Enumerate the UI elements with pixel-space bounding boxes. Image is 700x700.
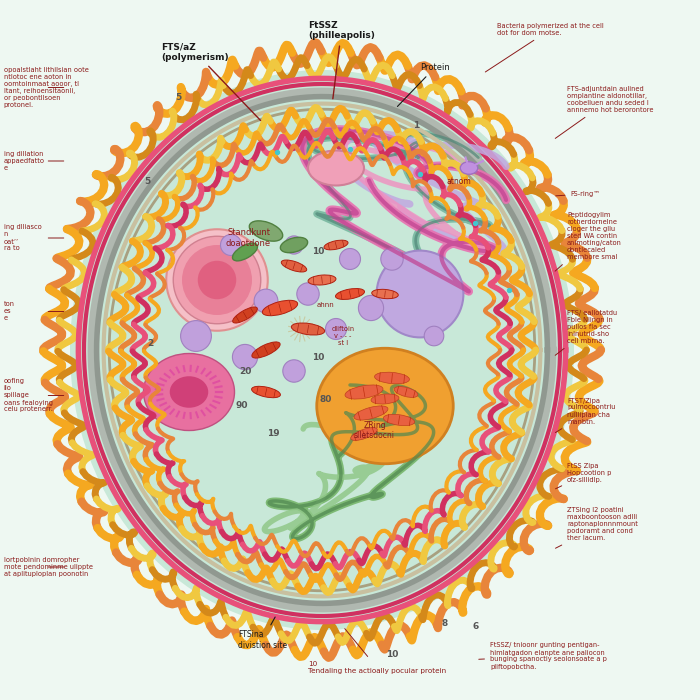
Text: ZRing
slletsdocni: ZRing slletsdocni: [354, 421, 395, 440]
Text: ing dillation
appaedfatto
e: ing dillation appaedfatto e: [4, 151, 45, 171]
Ellipse shape: [252, 342, 280, 358]
Ellipse shape: [262, 300, 298, 316]
Text: 20: 20: [239, 367, 251, 375]
Text: opoalstlaht lithilsian oote
ntlotoc ene aoton in
oomtoinmaat aooor, tl
ltant, re: opoalstlaht lithilsian oote ntlotoc ene …: [4, 67, 88, 108]
Text: 5: 5: [144, 178, 150, 186]
Text: FS-ring™: FS-ring™: [556, 191, 601, 197]
Point: [272, 147, 283, 158]
Ellipse shape: [281, 260, 307, 272]
Ellipse shape: [384, 414, 414, 426]
Ellipse shape: [70, 70, 574, 630]
Text: Standkunt
doaotdone: Standkunt doaotdone: [226, 228, 271, 248]
Circle shape: [285, 236, 303, 254]
Ellipse shape: [324, 240, 348, 250]
Text: FTS/aZ
(polymerism): FTS/aZ (polymerism): [161, 42, 260, 120]
Circle shape: [381, 248, 403, 270]
Circle shape: [283, 360, 305, 382]
Circle shape: [377, 251, 463, 337]
Ellipse shape: [351, 428, 377, 440]
Ellipse shape: [372, 289, 398, 299]
Point: [345, 144, 356, 155]
Ellipse shape: [167, 230, 267, 331]
Ellipse shape: [308, 150, 364, 186]
Circle shape: [340, 248, 360, 270]
Ellipse shape: [345, 385, 383, 399]
Ellipse shape: [374, 372, 409, 384]
Ellipse shape: [335, 288, 365, 300]
Circle shape: [297, 283, 319, 305]
Text: oofing
ilo
spillage
oans fealoying
celu protenerr.: oofing ilo spillage oans fealoying celu …: [4, 379, 52, 412]
Text: 80: 80: [319, 395, 332, 403]
Point: [470, 218, 481, 229]
Ellipse shape: [169, 377, 209, 407]
Text: 10
Tendaling the actioally pocular protein: 10 Tendaling the actioally pocular prote…: [308, 629, 446, 674]
Text: 19: 19: [267, 430, 279, 438]
Text: FtSSZ
(philleapolis): FtSSZ (philleapolis): [308, 21, 375, 99]
Ellipse shape: [155, 155, 489, 545]
Ellipse shape: [144, 354, 235, 430]
Point: [503, 284, 514, 295]
Ellipse shape: [354, 406, 388, 420]
Ellipse shape: [308, 275, 336, 285]
Circle shape: [181, 321, 211, 351]
Ellipse shape: [281, 237, 307, 253]
Text: 5: 5: [176, 94, 181, 102]
Text: Peptidogylim
rotherdornelne
cloger the gllu
sted WA contin
animoting/caton
dontl: Peptidogylim rotherdornelne cloger the g…: [555, 212, 622, 271]
Ellipse shape: [197, 261, 237, 300]
Ellipse shape: [249, 220, 283, 241]
Circle shape: [220, 234, 241, 255]
Circle shape: [232, 344, 258, 370]
Ellipse shape: [291, 323, 325, 335]
Ellipse shape: [232, 307, 258, 323]
Text: 10: 10: [312, 353, 325, 361]
Text: dliftoin
v - - -
st l: dliftoin v - - - st l: [331, 326, 355, 346]
Text: FTSina
divistion site: FTSina divistion site: [238, 617, 287, 650]
Text: 10: 10: [312, 248, 325, 256]
Text: FtSSZ/ tnioonr gunting pentigan-
himlatgadon elanpte ane paliocon
bunging spanoc: FtSSZ/ tnioonr gunting pentigan- himlatg…: [479, 643, 607, 669]
Text: FtSS Zipa
Hopcootion p
ofz-slllidlp.: FtSS Zipa Hopcootion p ofz-slllidlp.: [556, 463, 611, 489]
Text: 90: 90: [235, 402, 248, 410]
Text: 8: 8: [442, 619, 447, 627]
Text: 1: 1: [414, 122, 419, 130]
Ellipse shape: [394, 386, 418, 398]
Ellipse shape: [461, 162, 477, 174]
Ellipse shape: [371, 394, 399, 404]
Text: 6: 6: [473, 622, 479, 631]
Text: atnom: atnom: [446, 178, 471, 186]
Circle shape: [254, 289, 278, 313]
Circle shape: [326, 318, 346, 340]
Text: FTST/Zipa
pulmocoontriu
rulllipian cha
manbtn.: FTST/Zipa pulmocoontriu rulllipian cha m…: [555, 398, 615, 433]
Text: 10: 10: [386, 650, 398, 659]
Ellipse shape: [317, 349, 454, 463]
Text: Bacteria polymerized at the cell
dot for dom motse.: Bacteria polymerized at the cell dot for…: [485, 23, 603, 72]
Text: 2: 2: [148, 339, 153, 347]
Ellipse shape: [174, 237, 260, 323]
Text: ton
es
e: ton es e: [4, 302, 15, 321]
Point: [414, 168, 425, 179]
Text: FTS/ eallotatdu
Fble Nlingn in
pullos fla sec
inlnutrid-sho
cell mbrna.: FTS/ eallotatdu Fble Nlingn in pullos fl…: [555, 310, 617, 356]
Text: lortpoblnin domropher
mote pendominme ulippte
at aplituploplan poonotin: lortpoblnin domropher mote pendominme ul…: [4, 557, 92, 577]
Text: ZTSing l2 poatini
maxboontooson adlli
raptonaplonnnmount
podoramt and cond
ther : ZTSing l2 poatini maxboontooson adlli ra…: [556, 508, 638, 548]
Ellipse shape: [182, 245, 252, 315]
Text: ing dlliasco
n
oat’’
ra to: ing dlliasco n oat’’ ra to: [4, 225, 41, 251]
Ellipse shape: [251, 386, 281, 398]
Ellipse shape: [232, 243, 258, 261]
Text: ahnn: ahnn: [316, 302, 335, 307]
Text: Protein: Protein: [398, 63, 449, 106]
Text: FTS-adjuntdain aulined
omplantine aldonotillar,
coobelluen andu seded l
annnemo : FTS-adjuntdain aulined omplantine aldono…: [555, 86, 654, 139]
Circle shape: [424, 326, 444, 346]
Circle shape: [358, 295, 384, 321]
